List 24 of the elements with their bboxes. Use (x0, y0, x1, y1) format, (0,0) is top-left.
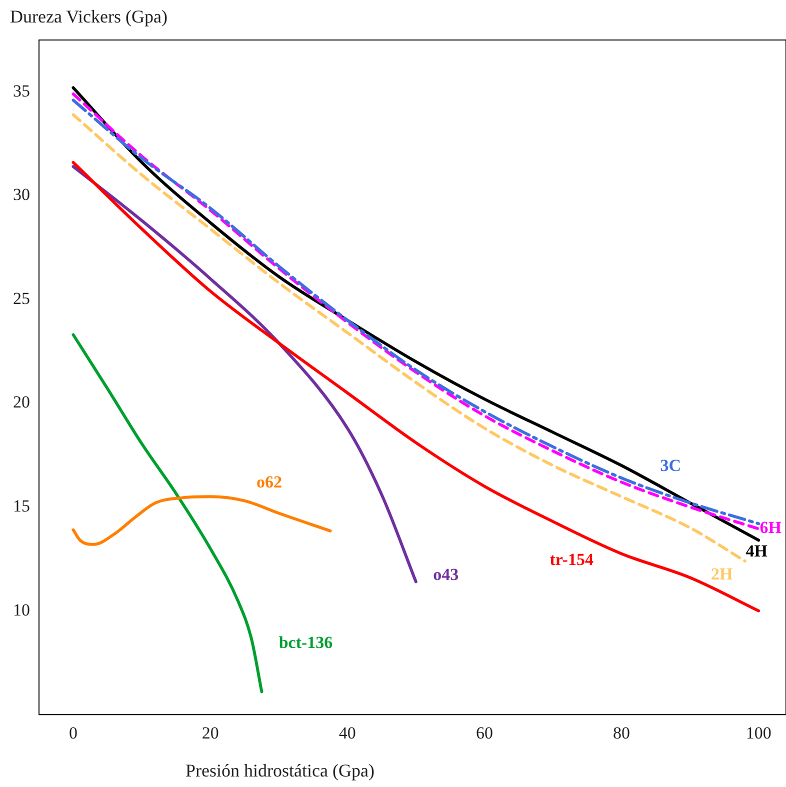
series-label: o43 (433, 565, 459, 584)
x-tick-label: 60 (476, 723, 493, 742)
x-tick-label: 40 (338, 723, 356, 742)
series-label: bct-136 (278, 633, 333, 652)
line-series (72, 495, 332, 546)
series-label: 6H (760, 518, 782, 538)
series-label: 3C (660, 456, 681, 476)
y-tick-label: 25 (13, 288, 30, 308)
series-label: 4H (746, 542, 768, 561)
x-tick-label: 20 (202, 723, 219, 742)
y-tick-label: 20 (13, 392, 30, 412)
y-tick-label: 15 (13, 496, 30, 516)
x-tick-label: 100 (746, 723, 772, 742)
y-tick-label: 35 (13, 81, 30, 100)
x-axis-title: Presión hidrostática (Gpa) (186, 760, 374, 781)
series-label: tr-154 (550, 550, 594, 570)
series-label: o62 (256, 472, 282, 492)
line-series (72, 165, 418, 584)
x-tick-label: 0 (69, 723, 78, 742)
x-tick-label: 80 (613, 723, 630, 742)
y-tick-label: 10 (13, 600, 30, 620)
y-tick-label: 30 (13, 185, 30, 204)
series-label: 2H (711, 564, 733, 584)
y-axis-title: Dureza Vickers (Gpa) (10, 6, 168, 27)
